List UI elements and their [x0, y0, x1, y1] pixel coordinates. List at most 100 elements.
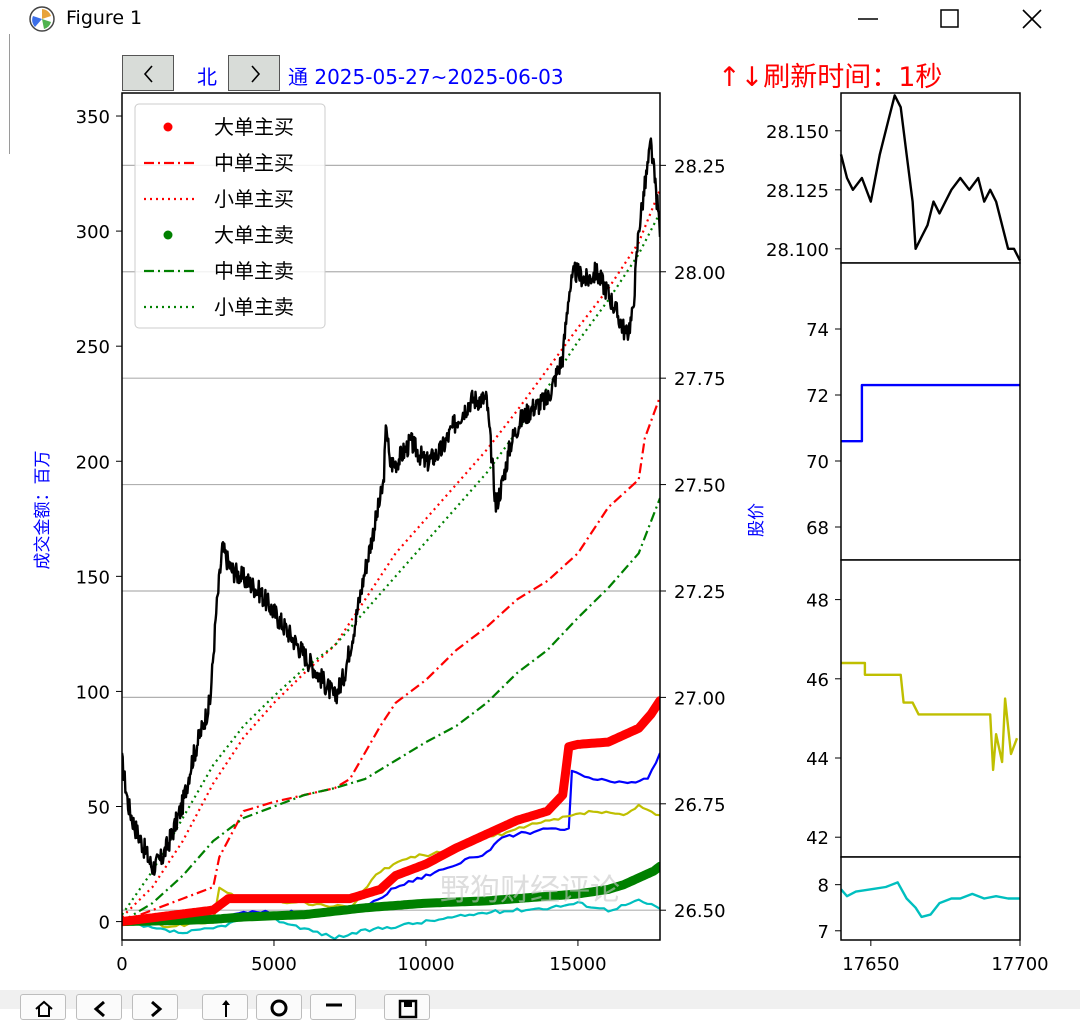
left-axis-tick-label: 250: [76, 337, 110, 358]
toolbar-forward-button[interactable]: [132, 994, 178, 1020]
subplot-price-detail: 28.100 28.125 28.150: [766, 92, 1022, 264]
toolbar-save-button[interactable]: [384, 994, 430, 1020]
legend-label: 中单主卖: [214, 259, 294, 283]
subplot-x-tick-label: 17700: [991, 954, 1048, 975]
right-axis-tick-label: 27.50: [674, 476, 726, 497]
toolbar-pan-button[interactable]: [202, 994, 248, 1020]
chart-title-suffix: 通 2025-05-27~2025-06-03: [288, 65, 564, 89]
title-bar: Figure 1: [0, 0, 1080, 38]
window-title: Figure 1: [66, 7, 143, 29]
home-icon: [35, 1000, 53, 1017]
chevron-left-icon: [143, 65, 153, 83]
forward-arrow-icon: [151, 1000, 163, 1018]
right-axis-tick-label: 27.75: [674, 369, 726, 390]
chart-title: 北 通 2025-05-27~2025-06-03: [197, 65, 564, 89]
left-axis-label: 成交金额：百万: [33, 451, 53, 570]
subplot-y-tick-label: 70: [806, 452, 829, 473]
series-mid_sell: [122, 497, 660, 923]
toolbar-zoom-button[interactable]: [256, 994, 302, 1020]
next-period-button[interactable]: [228, 55, 280, 91]
save-icon: [398, 999, 418, 1019]
x-axis-tick-label: 5000: [251, 954, 297, 975]
subplot-series-line: [841, 383, 1020, 443]
subplot-area: [841, 263, 1020, 560]
minimize-button[interactable]: [838, 0, 898, 38]
minimize-icon: [858, 18, 878, 20]
left-axis-tick-label: 300: [76, 222, 110, 243]
subplot-y-tick-label: 7: [818, 922, 829, 943]
right-axis-tick-label: 28.25: [674, 156, 726, 177]
subplot-y-tick-label: 68: [806, 518, 829, 539]
subplot-y-tick-label: 48: [806, 591, 829, 612]
legend-marker: [163, 230, 173, 240]
pan-icon: [222, 1000, 230, 1017]
series-big_buy: [122, 696, 660, 927]
right-axis-tick-label: 27.00: [674, 688, 726, 709]
right-axis-tick-label: 26.50: [674, 901, 726, 922]
subplot-series-line: [841, 661, 1019, 772]
legend-box: [134, 103, 326, 329]
subplot-y-tick-label: 46: [806, 670, 829, 691]
toolbar-home-button[interactable]: [20, 994, 66, 1020]
toolbar-configure-button[interactable]: [310, 994, 356, 1020]
refresh-interval-label: ↑↓刷新时间：1秒: [718, 62, 942, 93]
maximize-icon: [940, 9, 959, 28]
legend-label: 中单主买: [214, 151, 294, 175]
legend-label: 小单主卖: [214, 295, 294, 319]
subplot-y-tick-label: 72: [806, 386, 829, 407]
left-axis-tick-label: 200: [76, 452, 110, 473]
right-axis-tick-label: 28.00: [674, 263, 726, 284]
right-axis-tick-label: 27.25: [674, 582, 726, 603]
subplot-cyan-detail: 7 8 17650 17700: [818, 856, 1049, 975]
left-axis-tick-label: 0: [99, 913, 110, 934]
navigation-toolbar: [0, 990, 1080, 1020]
subplot-area: [841, 857, 1020, 940]
x-axis-tick-label: 0: [116, 954, 127, 975]
x-axis-tick-label: 10000: [397, 954, 454, 975]
left-axis-tick-label: 50: [87, 798, 110, 819]
legend-label: 大单主买: [214, 115, 294, 139]
main-series-group: [122, 137, 660, 940]
back-arrow-icon: [93, 1000, 105, 1018]
subplot-y-tick-label: 28.100: [766, 240, 829, 261]
close-button[interactable]: [1002, 0, 1062, 38]
subplot-series-line: [839, 94, 1022, 262]
subplot-area: [841, 560, 1020, 857]
subplot-y-tick-label: 74: [806, 320, 829, 341]
subplot-series-line: [840, 881, 1020, 919]
subplot-y-tick-label: 8: [818, 876, 829, 897]
series-small_buy: [122, 189, 660, 918]
maximize-button[interactable]: [920, 0, 980, 38]
subplot-area: [841, 93, 1020, 263]
series-big_sell: [122, 861, 660, 927]
zoom-icon: [270, 999, 288, 1017]
background-window-edge: [0, 0, 14, 160]
subplot-olive-detail: 42 44 46 48: [806, 559, 1021, 858]
chart-title-prefix: 北: [197, 65, 217, 89]
legend-marker: [163, 122, 173, 132]
left-axis-tick-label: 150: [76, 567, 110, 588]
right-axis-label: 股价: [747, 503, 767, 537]
subplot-y-tick-label: 28.150: [766, 122, 829, 143]
toolbar-back-button[interactable]: [76, 994, 122, 1020]
subplot-blue-detail: 68 70 72 74: [806, 262, 1021, 561]
figure-canvas: 26.50 26.75 27.00 27.25 27.50 27.75 28.00 28.25…: [33, 62, 1049, 975]
subplot-y-tick-label: 28.125: [766, 181, 829, 202]
series-small_sell: [122, 212, 660, 916]
configure-icon: [326, 1003, 342, 1007]
main-axes-frame: [121, 92, 661, 941]
series-mid_buy: [122, 396, 660, 923]
legend-label: 小单主买: [214, 187, 294, 211]
series-price: [122, 137, 660, 876]
subplot-x-tick-label: 17650: [842, 954, 899, 975]
left-axis-tick-label: 350: [76, 107, 110, 128]
left-axis-tick-label: 100: [76, 682, 110, 703]
matplotlib-figure-icon: [29, 6, 55, 32]
subplot-y-tick-label: 42: [806, 828, 829, 849]
subplot-frame: [840, 856, 1021, 941]
series-cyan: [122, 898, 660, 940]
main-axes: 26.50 26.75 27.00 27.25 27.50 27.75 28.00 28.25…: [76, 92, 726, 975]
prev-period-button[interactable]: [122, 55, 174, 91]
close-icon: [1022, 9, 1042, 29]
